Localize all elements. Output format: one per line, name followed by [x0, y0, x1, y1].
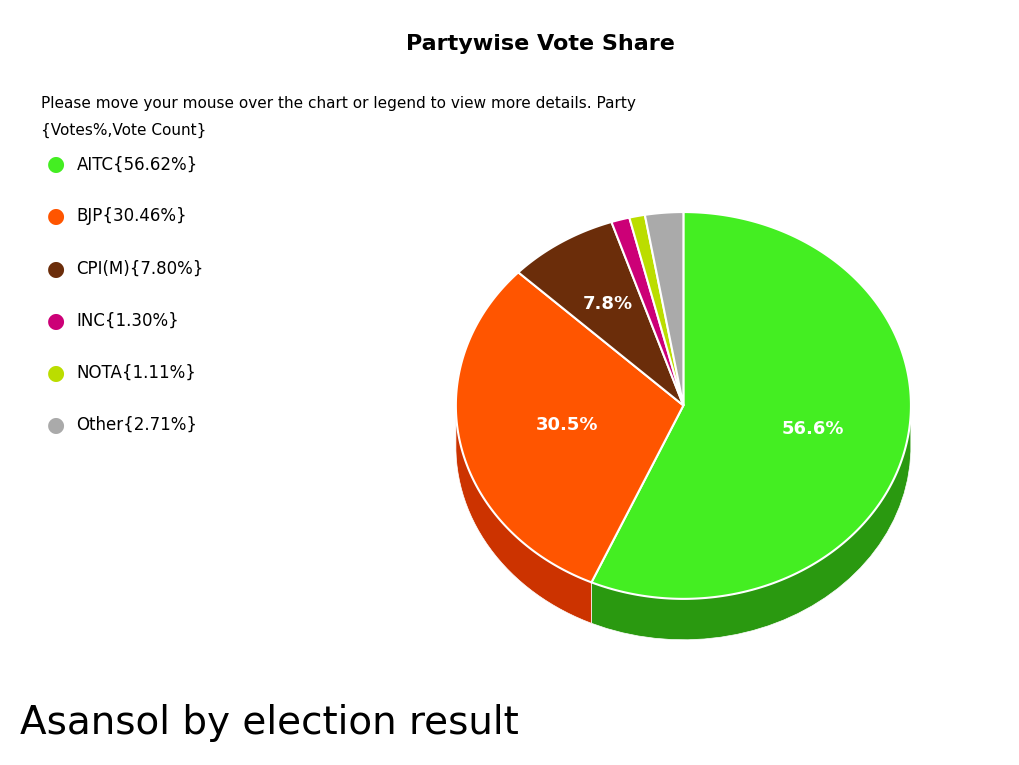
Text: Asansol by election result: Asansol by election result [20, 704, 519, 742]
Polygon shape [629, 215, 683, 405]
Text: INC{1.30%}: INC{1.30%} [76, 311, 179, 330]
Polygon shape [455, 410, 591, 623]
Polygon shape [644, 212, 683, 405]
Text: BJP{30.46%}: BJP{30.46%} [76, 207, 186, 226]
Polygon shape [518, 222, 683, 405]
Polygon shape [591, 411, 910, 640]
Text: CPI(M){7.80%}: CPI(M){7.80%} [76, 259, 204, 278]
Text: 30.5%: 30.5% [536, 416, 598, 435]
Text: NOTA{1.11%}: NOTA{1.11%} [76, 363, 197, 382]
Polygon shape [591, 212, 910, 599]
Polygon shape [455, 272, 683, 582]
Text: ●: ● [47, 259, 65, 278]
Text: 7.8%: 7.8% [582, 295, 632, 314]
Text: Partywise Vote Share: Partywise Vote Share [406, 34, 675, 54]
Text: ●: ● [47, 155, 65, 174]
Text: Other{2.71%}: Other{2.71%} [76, 415, 198, 434]
Text: 56.6%: 56.6% [781, 420, 843, 438]
Text: {Votes%,Vote Count}: {Votes%,Vote Count} [41, 122, 206, 138]
Text: ●: ● [47, 311, 65, 330]
Text: AITC{56.62%}: AITC{56.62%} [76, 155, 198, 174]
Text: ●: ● [47, 207, 65, 226]
Text: ●: ● [47, 363, 65, 382]
Text: Please move your mouse over the chart or legend to view more details. Party: Please move your mouse over the chart or… [41, 96, 635, 111]
Text: ●: ● [47, 415, 65, 435]
Polygon shape [610, 217, 683, 405]
